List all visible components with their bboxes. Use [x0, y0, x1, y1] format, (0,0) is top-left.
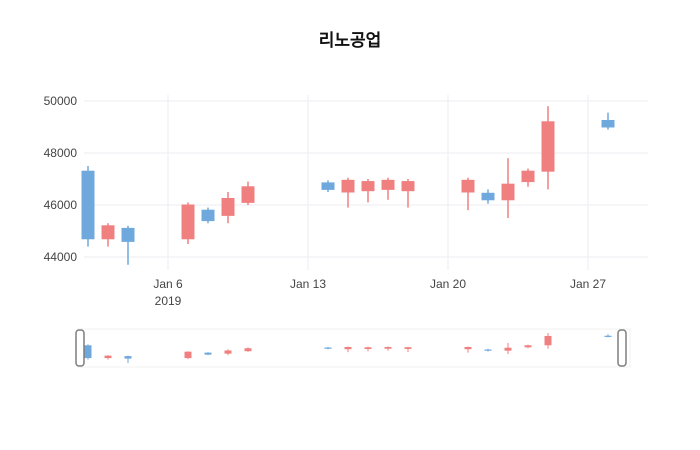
mini-candle-body — [324, 347, 332, 349]
candle-body — [101, 225, 115, 240]
rangeslider-right-handle[interactable] — [617, 329, 627, 367]
x-tick-label: Jan 6 — [153, 277, 183, 291]
y-tick-label: 44000 — [44, 250, 78, 264]
candle — [461, 177, 475, 211]
mini-candle-body — [184, 351, 192, 359]
candle-body — [501, 183, 515, 201]
candle-body — [341, 179, 355, 193]
candle — [361, 178, 375, 203]
mini-candle-body — [524, 345, 532, 348]
candle-body — [541, 121, 555, 172]
y-tick-label: 50000 — [44, 94, 78, 108]
x-tick-label: Jan 13 — [290, 277, 326, 291]
gridlines — [84, 95, 648, 270]
mini-candle-body — [604, 335, 612, 337]
mini-candle-body — [544, 335, 552, 346]
x-tick-label: Jan 20 — [430, 277, 466, 291]
rangeslider-track[interactable] — [77, 328, 631, 368]
mini-candle-body — [124, 356, 132, 359]
candle — [221, 191, 235, 224]
x-tick-label: Jan 27 — [570, 277, 606, 291]
rangeslider-left-handle[interactable] — [75, 329, 85, 367]
candle-body — [601, 119, 615, 128]
candle — [201, 207, 215, 224]
mini-candle-body — [84, 345, 92, 359]
candle-body — [221, 197, 235, 216]
candle — [81, 165, 95, 247]
mini-candle-body — [104, 355, 112, 359]
candle — [381, 177, 395, 200]
candle-body — [81, 170, 95, 240]
candle-body — [461, 179, 475, 193]
candle — [121, 225, 135, 265]
candle — [481, 189, 495, 204]
mini-candle-body — [344, 347, 352, 350]
candle-body — [241, 186, 255, 203]
candle — [521, 168, 535, 187]
candle-body — [321, 182, 335, 190]
mini-candle-body — [504, 347, 512, 351]
range-slider[interactable] — [75, 328, 631, 368]
mini-candle-body — [204, 352, 212, 355]
candlestick-series — [81, 106, 615, 265]
mini-candle-body — [404, 347, 412, 349]
mini-candle-body — [224, 350, 232, 354]
mini-candle-body — [244, 348, 252, 352]
candle — [541, 106, 555, 190]
y-tick-label: 48000 — [44, 146, 78, 160]
candle-body — [381, 179, 395, 190]
candle-body — [181, 204, 195, 240]
range-slider-mini-series — [84, 333, 612, 363]
y-axis: 44000 46000 48000 50000 — [44, 94, 78, 264]
y-tick-label: 46000 — [44, 198, 78, 212]
candle — [321, 180, 335, 192]
candle — [601, 112, 615, 130]
candle — [241, 181, 255, 205]
mini-candle-body — [484, 349, 492, 351]
candle — [501, 158, 515, 218]
mini-candle-body — [384, 347, 392, 349]
candle-body — [521, 170, 535, 183]
candle-body — [361, 181, 375, 192]
x-axis: Jan 6 2019 Jan 13 Jan 20 Jan 27 — [153, 277, 606, 308]
mini-candle-body — [364, 347, 372, 349]
mini-candle-body — [464, 347, 472, 350]
chart-title: 리노공업 — [319, 31, 382, 50]
candle — [101, 223, 115, 247]
candle — [401, 178, 415, 208]
candle — [181, 202, 195, 244]
candle-body — [481, 192, 495, 201]
candle-body — [121, 227, 135, 242]
x-tick-year-label: 2019 — [155, 294, 182, 308]
candle-body — [201, 209, 215, 222]
candle-body — [401, 181, 415, 192]
candle — [341, 177, 355, 208]
